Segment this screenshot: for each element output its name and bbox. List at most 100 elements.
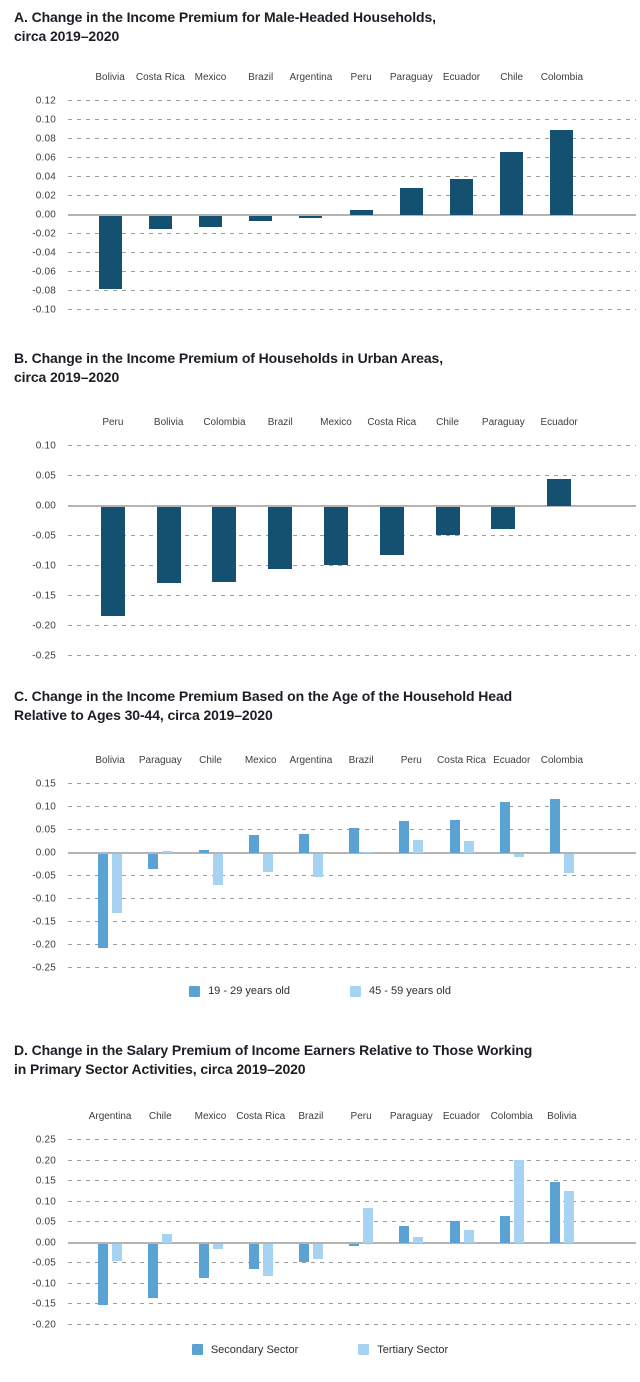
y-tick-label: 0.08 — [35, 133, 56, 145]
y-tick-label: -0.15 — [32, 1298, 56, 1310]
bar-mexico-series-2 — [212, 1243, 223, 1249]
y-tick-label: -0.04 — [32, 247, 56, 259]
gridline — [68, 157, 636, 159]
legend-swatch-icon — [358, 1344, 370, 1356]
bar-costa-rica-series-2 — [463, 841, 474, 854]
legend-label: 19 - 29 years old — [208, 985, 290, 998]
bar-colombia-series-2 — [513, 1159, 524, 1243]
bar-chile — [435, 507, 460, 536]
bar-brazil-series-2 — [312, 1243, 323, 1259]
bar-ecuador-series-1 — [449, 1221, 460, 1243]
y-tick-label: -0.06 — [32, 266, 56, 278]
bar-colombia — [212, 507, 237, 582]
category-label: Chile — [500, 72, 524, 84]
gridline — [68, 1262, 636, 1264]
gridline — [68, 271, 636, 273]
category-label: Argentina — [289, 755, 333, 767]
gridline — [68, 535, 636, 537]
category-label: Brazil — [267, 417, 293, 429]
category-label: Costa Rica — [135, 72, 185, 84]
gridline — [68, 783, 636, 785]
bar-paraguay-series-1 — [399, 1225, 410, 1243]
category-label: Chile — [436, 417, 459, 429]
y-tick-label: -0.05 — [32, 1257, 56, 1269]
gridline — [68, 138, 636, 140]
bar-argentina — [299, 216, 323, 218]
y-tick-label: 0.00 — [35, 847, 56, 859]
panel-d-title-line-2: in Primary Sector Activities, circa 2019… — [14, 1061, 306, 1078]
y-tick-label: -0.10 — [32, 1278, 56, 1290]
bar-bolivia-series-1 — [98, 854, 109, 948]
y-tick-label: 0.10 — [35, 114, 56, 126]
y-tick-label: 0.00 — [35, 1237, 56, 1249]
bar-peru-series-2 — [363, 1207, 374, 1243]
panel-b-plot: 0.10 0.05 0.00 -0.05 -0.10 -0.15 -0.20 -0.25 Per… — [0, 417, 640, 667]
panel-b-title-line-1: B. Change in the Income Premium of House… — [14, 350, 444, 367]
bar-ecuador-series-2 — [513, 854, 524, 857]
category-label: Costa Rica — [437, 755, 486, 767]
zero-axis-line — [68, 214, 636, 217]
gridline — [68, 625, 636, 627]
legend-swatch-icon — [191, 1344, 203, 1356]
gridline — [68, 119, 636, 121]
y-tick-label: -0.10 — [32, 893, 56, 905]
gridline — [68, 475, 636, 477]
category-label: Costa Rica — [236, 1111, 286, 1123]
category-label: Peru — [350, 72, 372, 84]
gridline — [68, 1200, 636, 1202]
category-label: Argentina — [289, 72, 333, 84]
category-label: Mexico — [194, 72, 227, 84]
category-label: Peru — [350, 1111, 372, 1123]
bar-paraguay-series-2 — [413, 1237, 424, 1243]
bar-chile-series-2 — [212, 854, 223, 886]
gridline — [68, 655, 636, 657]
y-tick-label: 0.20 — [35, 1155, 56, 1167]
bar-peru — [349, 210, 373, 216]
panel-a-title-line-2: circa 2019–2020 — [14, 28, 120, 45]
bar-argentina-series-1 — [98, 1243, 109, 1306]
gridline — [68, 806, 636, 808]
legend-item: 45 - 59 years old — [350, 985, 451, 997]
bar-colombia-series-2 — [563, 854, 574, 873]
bar-argentina-series-2 — [112, 1243, 123, 1261]
y-tick-label: 0.04 — [35, 171, 56, 183]
bar-bolivia — [98, 216, 122, 290]
legend-label: Secondary Sector — [210, 1343, 299, 1356]
bar-colombia-series-1 — [549, 798, 560, 854]
bar-bolivia-series-2 — [563, 1190, 574, 1243]
legend-item: Secondary Sector — [191, 1343, 299, 1356]
category-label: Brazil — [348, 755, 374, 767]
bar-costa-rica — [379, 507, 404, 555]
bar-ecuador-series-2 — [463, 1230, 474, 1243]
bar-mexico-series-1 — [198, 1243, 209, 1279]
category-label: Peru — [102, 417, 124, 429]
category-label: Chile — [199, 755, 222, 767]
bar-costa-rica-series-2 — [262, 1243, 273, 1277]
y-tick-label: -0.15 — [32, 590, 56, 602]
bar-bolivia-series-2 — [112, 854, 123, 913]
bar-paraguay — [491, 507, 516, 530]
legend-label: 45 - 59 years old — [369, 985, 451, 998]
bar-colombia — [550, 129, 574, 216]
y-tick-label: 0.06 — [35, 152, 56, 164]
y-tick-label: -0.25 — [32, 650, 56, 662]
category-label: Ecuador — [540, 417, 578, 429]
panel-c-title: C. Change in the Income Premium Based on… — [14, 687, 626, 725]
gridline — [68, 1282, 636, 1284]
panel-c: C. Change in the Income Premium Based on… — [0, 687, 640, 999]
y-tick-label: 0.15 — [35, 1175, 56, 1187]
bar-bolivia — [156, 507, 181, 583]
y-tick-label: -0.10 — [32, 304, 56, 316]
bar-brazil — [268, 507, 293, 569]
y-tick-label: 0.00 — [35, 500, 56, 512]
panel-b-title-line-2: circa 2019–2020 — [14, 369, 120, 386]
gridline — [68, 898, 636, 900]
bar-brazil-series-1 — [349, 827, 360, 854]
panel-d-plot: 0.25 0.20 0.15 0.10 0.05 0.00 -0.05 -0.10 -0.15 -… — [0, 1111, 640, 1336]
category-label: Colombia — [490, 1111, 533, 1123]
panel-b: B. Change in the Income Premium of House… — [0, 349, 640, 667]
panel-c-plot: 0.15 0.10 0.05 0.00 -0.05 -0.10 -0.15 -0.20 -0.2… — [0, 755, 640, 979]
panel-d-title: D. Change in the Salary Premium of Incom… — [14, 1041, 626, 1079]
category-label: Paraguay — [389, 1111, 433, 1123]
y-tick-label: 0.25 — [35, 1134, 56, 1146]
